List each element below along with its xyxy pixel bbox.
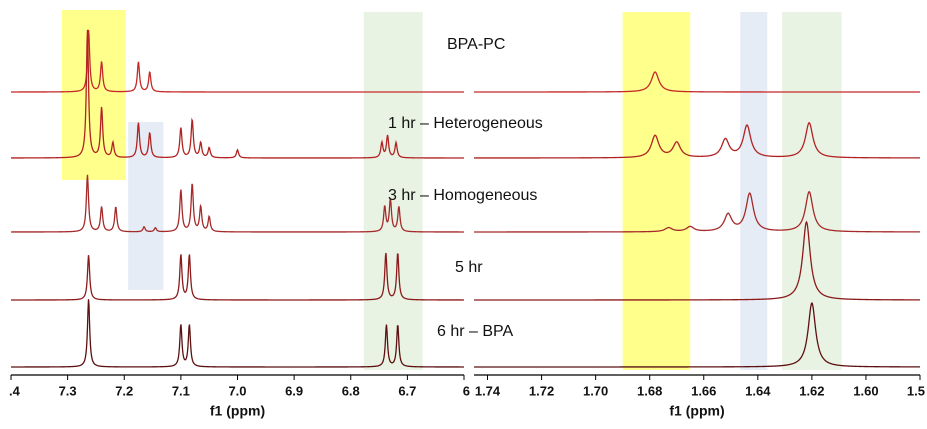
highlight-band: [740, 12, 768, 370]
x-tick-label: 1.72: [529, 383, 554, 398]
spectrum-trace: [474, 302, 920, 368]
x-tick-label: 7.3: [59, 383, 77, 398]
spectrum-trace: [11, 252, 464, 301]
series-label: 1 hr – Heterogeneous: [388, 115, 543, 132]
series-label: BPA-PC: [447, 36, 505, 53]
x-tick-label: .4: [9, 383, 21, 398]
spectrum-trace: [11, 174, 464, 233]
panel: BPA-PC 1 hr – Heterogeneous 3 hr – Homogen…: [9, 10, 543, 419]
spectrum-trace: [474, 220, 920, 301]
x-tick-label: 6.9: [285, 383, 303, 398]
spectrum-trace: [474, 122, 920, 159]
x-tick-label: 1.64: [745, 383, 771, 398]
x-tick-label: 1.62: [799, 383, 824, 398]
highlight-band: [128, 122, 164, 290]
x-tick-label: 7.0: [228, 383, 246, 398]
x-tick-label: 1.68: [637, 383, 662, 398]
highlight-band: [782, 12, 842, 370]
highlight-band: [363, 12, 423, 370]
x-tick-label: 1.60: [853, 383, 878, 398]
series-label: 6 hr – BPA: [437, 323, 514, 340]
x-tick-label: 6.8: [342, 383, 360, 398]
x-axis-title: f1 (ppm): [669, 403, 724, 419]
series-label: 5 hr: [455, 259, 483, 276]
series-label: 3 hr – Homogeneous: [388, 187, 537, 204]
x-axis-title: f1 (ppm): [210, 403, 265, 419]
x-tick-label: 1.70: [583, 383, 608, 398]
x-tick-label: 7.1: [172, 383, 190, 398]
x-tick-label: 6: [463, 383, 470, 398]
x-tick-label: 7.2: [115, 383, 133, 398]
x-tick-label: 1.74: [475, 383, 501, 398]
spectrum-trace: [474, 191, 921, 233]
panel: 1.74 1.72 1.70 1.68 1.66 1.64 1.62 1.60 1.5 f1 (p…: [474, 12, 925, 419]
highlight-band: [622, 12, 691, 370]
x-tick-label: 1.5: [907, 383, 925, 398]
spectrum-trace: [11, 29, 464, 159]
spectrum-trace: [10, 299, 464, 368]
x-tick-label: 6.7: [398, 383, 416, 398]
x-tick-label: 1.66: [691, 383, 716, 398]
spectrum-trace: [474, 71, 920, 93]
